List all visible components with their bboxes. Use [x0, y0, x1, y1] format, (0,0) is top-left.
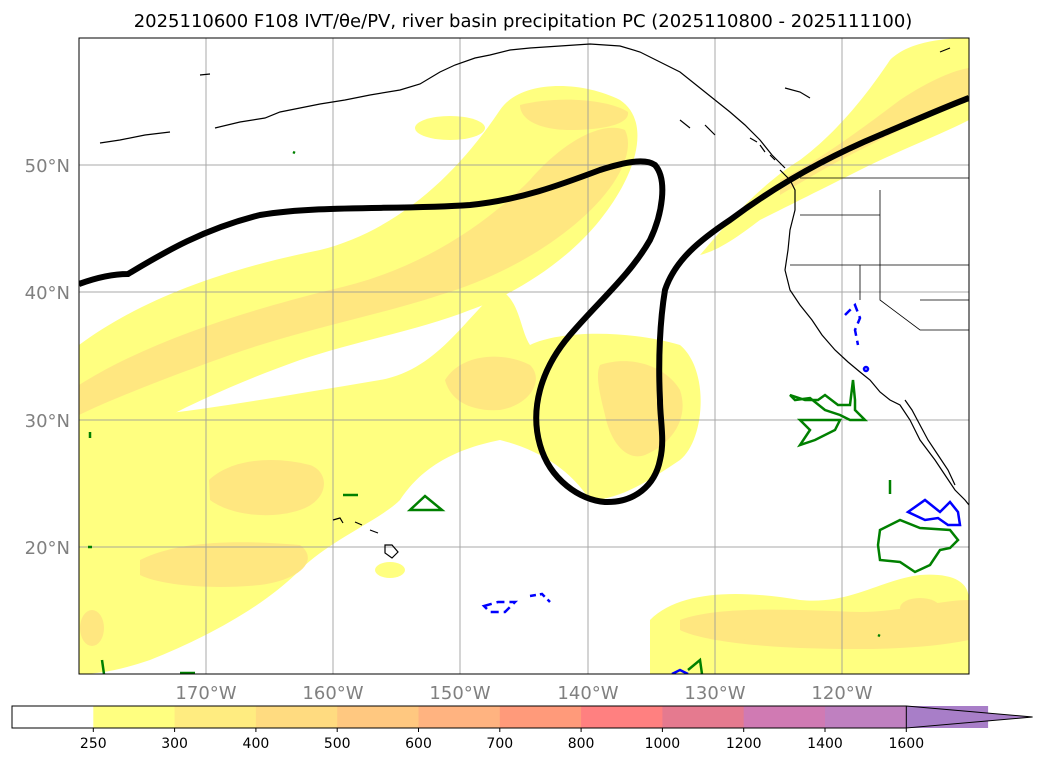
lat-label-50: 50°N — [25, 156, 70, 177]
colorbar-segment — [418, 706, 501, 728]
colorbar-tick-label: 1600 — [888, 736, 924, 752]
lat-label-20: 20°N — [25, 538, 70, 559]
precip-contour — [406, 494, 446, 512]
latitude-labels: 50°N 40°N 30°N 20°N — [25, 156, 70, 559]
theta-contour — [79, 95, 969, 506]
colorbar-tick-label: 300 — [161, 736, 188, 752]
colorbar-segment — [174, 706, 257, 728]
colorbar-tick-label: 500 — [324, 736, 351, 752]
ivt-region-core-ne — [520, 99, 629, 130]
ivt-region-sw-core2 — [140, 542, 308, 587]
ivt-region-pnw-core — [780, 68, 969, 195]
precip-contour — [876, 518, 960, 574]
lon-label-140w: 140°W — [557, 683, 618, 704]
map-title: 2025110600 F108 IVT/θe/PV, river basin p… — [134, 11, 913, 32]
colorbar-tick-label: 1200 — [726, 736, 762, 752]
colorbar: 250 300 400 500 600 700 800 1000 1200 1400 1600 — [11, 705, 1033, 752]
colorbar-outline — [11, 705, 907, 729]
ivt-region-sw-core — [209, 460, 324, 516]
precip-contours-blue — [481, 302, 962, 674]
colorbar-tick-label: 600 — [405, 736, 432, 752]
map-frame — [78, 37, 970, 675]
ivt-region-north-ar-core — [79, 127, 628, 416]
map-area — [79, 38, 969, 674]
colorbar-segment — [581, 706, 663, 728]
precip-contour — [88, 150, 881, 674]
ivt-patch — [900, 598, 940, 618]
colorbar-segment — [12, 706, 94, 728]
colorbar-tick-label: 700 — [486, 736, 513, 752]
precip-contour-blue — [862, 365, 870, 373]
ivt-patch — [415, 116, 485, 140]
ivt-region-pnw — [700, 38, 969, 255]
precip-contour-blue-dashed — [844, 302, 862, 346]
lat-label-30: 30°N — [25, 411, 70, 432]
colorbar-tick-label: 800 — [568, 736, 595, 752]
coastlines — [99, 43, 969, 559]
colorbar-tick-label: 250 — [80, 736, 107, 752]
ivt-shading-mid — [79, 68, 969, 650]
ivt-patch — [375, 562, 405, 578]
coastline-baja — [904, 399, 956, 486]
longitude-labels: 170°W 160°W 150°W 140°W 130°W 120°W — [175, 683, 872, 704]
lon-label-120w: 120°W — [811, 683, 872, 704]
ivt-region-south-east-core — [680, 600, 969, 650]
colorbar-segment — [499, 706, 582, 728]
colorbar-segment — [662, 706, 745, 728]
colorbar-segment — [743, 706, 826, 728]
precip-contour — [789, 379, 869, 422]
coastline-alaska-islands — [199, 47, 951, 136]
ivt-patch — [80, 610, 104, 646]
precip-contour-blue-dashed — [529, 592, 551, 603]
lat-label-40: 40°N — [25, 283, 70, 304]
coastline-bc — [749, 137, 776, 161]
state-boundaries — [790, 177, 969, 331]
lon-label-170w: 170°W — [175, 683, 236, 704]
colorbar-segment — [825, 706, 907, 728]
colorbar-tick-label: 1000 — [645, 736, 681, 752]
ivt-region-north-ar — [79, 86, 638, 471]
precip-contour-blue — [671, 668, 689, 674]
lon-label-160w: 160°W — [302, 683, 363, 704]
ivt-patch — [730, 630, 750, 640]
coastline-us-west — [779, 169, 969, 506]
colorbar-extension-arrow — [905, 705, 1033, 729]
precip-contour-blue — [905, 498, 962, 527]
colorbar-segment — [337, 706, 419, 728]
precip-contour — [796, 418, 843, 448]
lon-label-130w: 130°W — [684, 683, 745, 704]
colorbar-segment — [93, 706, 176, 728]
colorbar-tick-label: 400 — [243, 736, 270, 752]
ivt-region-central — [445, 356, 536, 411]
colorbar-segment — [255, 706, 338, 728]
lon-label-150w: 150°W — [429, 683, 490, 704]
coastline-alaska — [99, 43, 786, 169]
coastline-hawaii — [332, 517, 399, 559]
precip-contours-green — [88, 150, 960, 674]
colorbar-tick-label: 1400 — [807, 736, 843, 752]
